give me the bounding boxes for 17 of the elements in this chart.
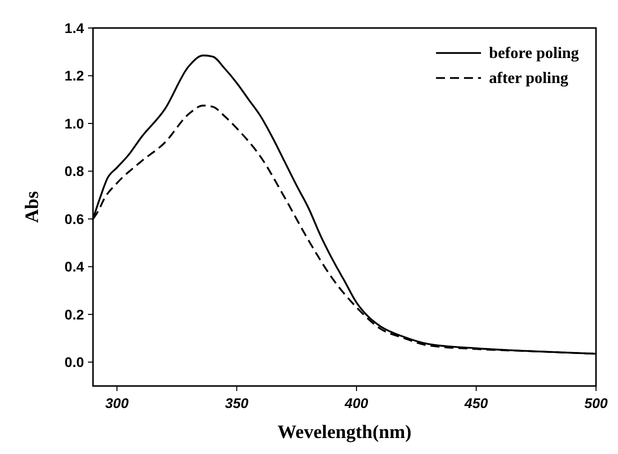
y-tick-label: 0.4 — [64, 258, 84, 275]
y-tick-label: 1.2 — [64, 68, 84, 84]
x-axis-title: Wevelength(nm) — [277, 422, 412, 443]
legend-label: before poling — [489, 45, 579, 62]
x-tick-label: 500 — [584, 395, 608, 411]
y-tick-label: 0.6 — [64, 210, 84, 227]
x-tick-label: 400 — [344, 395, 368, 411]
y-tick-label: 0.8 — [64, 163, 84, 180]
x-tick-label: 300 — [105, 395, 129, 411]
y-tick-label: 0.0 — [64, 354, 84, 370]
y-axis-title: Abs — [22, 191, 43, 223]
y-tick-label: 1.0 — [64, 115, 84, 132]
x-tick-label: 350 — [225, 395, 249, 411]
y-tick-label: 0.2 — [64, 306, 84, 322]
y-tick-label: 1.4 — [64, 20, 84, 36]
legend-label: after poling — [489, 70, 568, 87]
x-tick-label: 450 — [464, 395, 488, 411]
